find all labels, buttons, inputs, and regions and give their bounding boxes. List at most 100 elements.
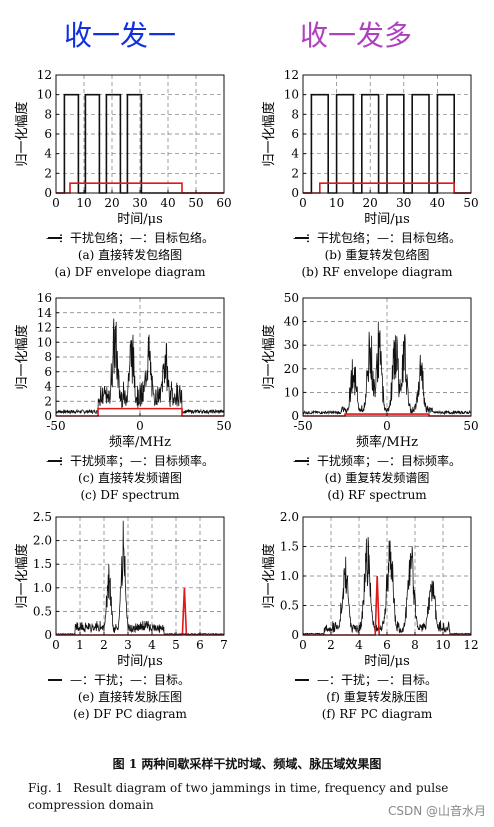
chart-grid — [303, 298, 471, 416]
jamming-series — [302, 536, 472, 636]
tick-label-x: 2 — [327, 638, 335, 652]
legend: —：干扰包络；—：目标包络。 — [293, 230, 461, 245]
tick-label-x: 2 — [100, 638, 108, 652]
tick-label-x: 50 — [216, 419, 231, 433]
tick-label-x: -50 — [293, 419, 312, 433]
jamming-series — [303, 93, 471, 194]
caption-cn: (d) 重复转发频谱图 — [325, 470, 430, 485]
tick-label-y: 50 — [284, 291, 299, 305]
tick-label-x: 4 — [148, 638, 156, 652]
tick-label-x: 40 — [430, 196, 445, 210]
tick-label-x: 20 — [363, 196, 378, 210]
caption-cn: (a) 直接转发包络图 — [78, 247, 182, 262]
y-axis-label: 归一化幅度 — [14, 101, 30, 166]
tick-label-x: 6 — [383, 638, 391, 652]
tick-label-y: 2.0 — [280, 510, 299, 524]
header-right: 收一发多 — [300, 19, 413, 52]
tick-label-y: 12 — [37, 68, 52, 82]
tick-label-y: 6 — [44, 127, 52, 141]
caption-en: (c) DF spectrum — [81, 488, 181, 502]
chart-d-rf-spectrum: -50 0 5001020304050频率/MHz归一化幅度—：干扰频率；—：目标频… — [261, 291, 479, 502]
y-axis-label: 归一化幅度 — [14, 324, 30, 389]
y-axis-label: 归一化幅度 — [14, 543, 30, 608]
jamming-series — [55, 318, 225, 415]
tick-label-x: 50 — [188, 196, 203, 210]
chart-grid — [56, 298, 224, 416]
tick-label-x: 8 — [411, 638, 419, 652]
caption-cn: (e) 直接转发脉压图 — [78, 689, 182, 704]
x-axis-label: 频率/MHz — [356, 434, 418, 450]
caption-en: (d) RF spectrum — [327, 488, 427, 502]
tick-label-y: 0.5 — [280, 599, 299, 613]
tick-label-y: 6 — [44, 365, 52, 379]
chart-grid — [56, 517, 224, 635]
tick-label-x: 0 — [52, 638, 60, 652]
tick-label-x: 10 — [329, 196, 344, 210]
x-axis-label: 频率/MHz — [109, 434, 171, 450]
tick-label-y: 8 — [44, 350, 52, 364]
tick-label-x: 50 — [463, 196, 478, 210]
tick-label-x: 4 — [355, 638, 363, 652]
tick-label-y: 4 — [44, 380, 52, 394]
tick-label-x: 1 — [76, 638, 84, 652]
tick-label-x: 10 — [76, 196, 91, 210]
tick-label-x: 0 — [299, 196, 307, 210]
tick-label-y: 1.5 — [280, 540, 299, 554]
tick-label-y: 2 — [44, 394, 52, 408]
tick-label-y: 0 — [44, 186, 52, 200]
legend: —：干扰；—：目标。 — [70, 673, 190, 687]
tick-label-y: 12 — [37, 321, 52, 335]
tick-label-y: 10 — [37, 88, 52, 102]
x-axis-label: 时间/μs — [117, 654, 163, 669]
y-axis-label: 归一化幅度 — [261, 543, 277, 608]
tick-label-x: 60 — [216, 196, 231, 210]
tick-label-y: 0 — [291, 186, 299, 200]
tick-label-y: 1.0 — [280, 569, 299, 583]
watermark: CSDN @山音水月 — [387, 804, 486, 818]
chart-b-rf-envelope: 0 10 20 30 40 50 0 2 4 6 8 10 12 时间/μs 归一化幅度 —：干扰包络；—：目… — [261, 68, 479, 279]
tick-label-y: 10 — [37, 335, 52, 349]
tick-label-x: 0 — [52, 196, 60, 210]
figure-caption-en: Fig. 1 Result diagram of two jammings in … — [28, 780, 468, 814]
plot-frame — [55, 516, 225, 636]
tick-label-x: 40 — [160, 196, 175, 210]
legend: —：干扰包络；—：目标包络。 — [46, 230, 214, 245]
y-axis-label: 归一化幅度 — [261, 324, 277, 389]
tick-label-y: 0 — [44, 628, 52, 642]
tick-label-y: 10 — [284, 385, 299, 399]
tick-label-y: 14 — [37, 306, 53, 320]
legend: —：干扰；—：目标。 — [317, 673, 437, 687]
tick-label-y: 6 — [291, 127, 299, 141]
tick-label-x: 12 — [463, 638, 478, 652]
tick-label-y: 4 — [44, 147, 52, 161]
tick-label-x: 10 — [435, 638, 450, 652]
caption-cn: (f) 重复转发脉压图 — [326, 689, 428, 704]
tick-label-y: 2 — [291, 166, 299, 180]
chart-grid — [56, 75, 224, 193]
tick-label-x: -50 — [46, 419, 65, 433]
x-axis-label: 时间/μs — [364, 212, 410, 227]
header-left: 收一发一 — [64, 19, 177, 52]
chart-c-df-spectrum: -50 0 500246810121416频率/MHz归一化幅度—：干扰频率；—：目… — [14, 291, 232, 502]
tick-label-y: 0.5 — [33, 604, 52, 618]
tick-label-y: 1.5 — [33, 557, 52, 571]
tick-label-y: 1.0 — [33, 581, 52, 595]
tick-label-y: 8 — [291, 107, 299, 121]
tick-label-y: 0 — [44, 409, 52, 423]
figure-caption-en-text: Result diagram of two jammings in time, … — [28, 781, 449, 812]
tick-label-x: 3 — [124, 638, 132, 652]
x-axis-label: 时间/μs — [364, 654, 410, 669]
tick-label-x: 30 — [396, 196, 411, 210]
tick-label-x: 50 — [463, 419, 478, 433]
tick-label-x: 30 — [132, 196, 147, 210]
legend: —：干扰频率；—：目标频率。 — [46, 453, 214, 468]
chart-e-df-pc: 0 1 2 3 4 5 6 7 0 0.5 1.0 1.5 2.0 2.5 时间/μs 归一化幅度 —：干扰；—… — [14, 510, 228, 721]
jamming-series — [302, 321, 472, 416]
tick-label-y: 0 — [291, 409, 299, 423]
tick-label-y: 16 — [37, 291, 52, 305]
tick-label-x: 5 — [172, 638, 180, 652]
tick-label-y: 40 — [284, 315, 299, 329]
chart-f-rf-pc: 0 2 4 6 8 10 12 0 0.5 1.0 1.5 2.0 时间/μs 归一化幅度 —：干扰；—：目… — [261, 510, 479, 721]
tick-label-y: 12 — [284, 68, 299, 82]
tick-label-y: 10 — [284, 88, 299, 102]
